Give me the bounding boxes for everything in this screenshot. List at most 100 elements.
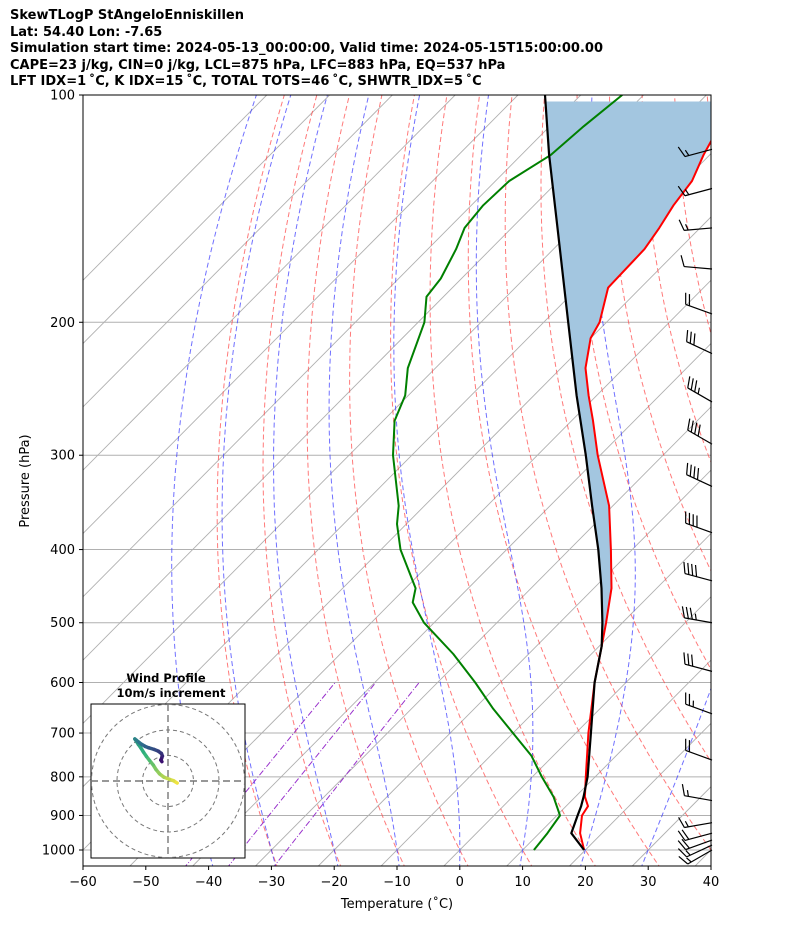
isotherm-line (192, 342, 711, 866)
isotherm-line (758, 95, 794, 866)
simulation-times: Simulation start time: 2024-05-13_00:00:… (10, 41, 603, 56)
wind-barbs (677, 146, 713, 865)
wind-barb-flag (686, 329, 689, 342)
wind-barb-flag (691, 654, 694, 667)
wind-barb-flag (694, 564, 698, 577)
wind-barb-shaft (686, 341, 713, 355)
parcel-line (543, 95, 604, 851)
wind-barb-half-flag (697, 387, 700, 395)
moist-adiabat (641, 687, 711, 866)
wind-barb-flag (689, 331, 692, 344)
isotherm-line (380, 532, 711, 866)
wind-barb-shaft (684, 663, 713, 672)
wind-barb (677, 829, 713, 842)
wind-barb (681, 606, 713, 624)
isotherm-line (318, 469, 711, 866)
isotherm-line (83, 95, 268, 281)
wind-barb-flag (697, 424, 701, 437)
cape-area (545, 101, 711, 647)
y-tick-label: 400 (50, 543, 75, 558)
index-summary: LFT IDX=1 ˚C, K IDX=15 ˚C, TOTAL TOTS=46… (10, 74, 482, 89)
wind-barb-shaft (687, 849, 713, 865)
dewpoint-line (392, 95, 623, 851)
x-tick-label: 0 (456, 875, 464, 890)
wind-barb-flag (677, 185, 686, 197)
isotherm-line (83, 95, 393, 408)
dry-adiabat (706, 95, 711, 143)
cape-summary: CAPE=23 j/kg, CIN=0 j/kg, LCL=875 hPa, L… (10, 57, 506, 73)
wind-barb (687, 418, 713, 445)
dry-adiabat (262, 95, 342, 866)
wind-barb (683, 561, 713, 582)
x-tick-label: 40 (703, 875, 720, 890)
hodograph-plot (91, 704, 245, 858)
dry-adiabat (504, 95, 711, 851)
dry-adiabat (740, 95, 794, 869)
wind-barb (686, 329, 713, 355)
moist-adiabat (171, 95, 257, 866)
wind-barb-shaft (685, 749, 713, 761)
dry-adiabat (349, 95, 469, 866)
wind-barb-flag (689, 464, 692, 477)
isotherm-line (83, 95, 582, 598)
wind-barb-flag (690, 378, 694, 391)
wind-barb (685, 692, 713, 715)
wind-barb (678, 219, 713, 231)
wind-barb-flag (691, 563, 694, 576)
isotherm-line (569, 722, 711, 866)
wind-barb-shaft (687, 429, 713, 445)
mixing-ratio-line (185, 682, 336, 866)
wind-barb-flag (678, 817, 685, 828)
wind-barb-shaft (686, 844, 713, 858)
wind-barb-flag (678, 219, 685, 231)
isotherm-line (83, 95, 519, 535)
wind-barb-half-flag (685, 850, 691, 856)
wind-barb-flag (685, 606, 689, 619)
x-tick-label: 10 (514, 875, 531, 890)
y-tick-label: 500 (50, 616, 75, 631)
wind-barb-flag (687, 562, 690, 575)
wind-barb-half-flag (684, 149, 690, 156)
dry-adiabat (390, 95, 533, 866)
wind-barb (685, 511, 713, 534)
wind-barb (678, 817, 713, 829)
isotherm-line (443, 596, 711, 866)
wind-barb-flag (687, 418, 691, 431)
moist-adiabat (580, 95, 636, 866)
x-tick-label: −40 (195, 875, 222, 890)
wind-barb (677, 838, 713, 851)
wind-barb (685, 738, 713, 761)
wind-barb (687, 376, 713, 403)
wind-barb (680, 255, 713, 270)
wind-barb-shaft (686, 474, 713, 488)
wind-barb-shaft (684, 617, 713, 624)
moist-adiabat (221, 95, 292, 866)
wind-barb-flag (678, 856, 689, 865)
wind-barb-flag (687, 653, 690, 666)
isotherm-line (129, 279, 711, 866)
wind-barb (686, 462, 713, 488)
wind-barb-flag (683, 652, 686, 665)
x-tick-label: 20 (577, 875, 594, 890)
wind-barb-shaft (684, 265, 713, 270)
y-axis-label: Pressure (hPa) (18, 434, 33, 527)
wind-barb-shaft (684, 187, 713, 197)
wind-barb-shaft (684, 832, 713, 842)
y-tick-label: 100 (50, 89, 75, 104)
wind-barb-shaft (687, 387, 713, 403)
wind-barb-half-flag (685, 223, 689, 231)
wind-barb (677, 185, 713, 197)
station-title: SkewTLogP StAngeloEnniskillen (10, 8, 244, 23)
y-tick-label: 700 (50, 727, 75, 742)
wind-barb-shaft (685, 303, 713, 315)
y-tick-label: 800 (50, 770, 75, 785)
wind-barb-flag (687, 376, 691, 389)
wind-barb-flag (677, 146, 686, 157)
wind-barb-flag (693, 333, 696, 346)
moist-adiabat (393, 95, 461, 866)
dry-adiabat (306, 95, 405, 866)
dry-adiabat (641, 95, 711, 464)
wind-barb-flag (680, 255, 685, 267)
wind-barb-flag (694, 380, 698, 393)
